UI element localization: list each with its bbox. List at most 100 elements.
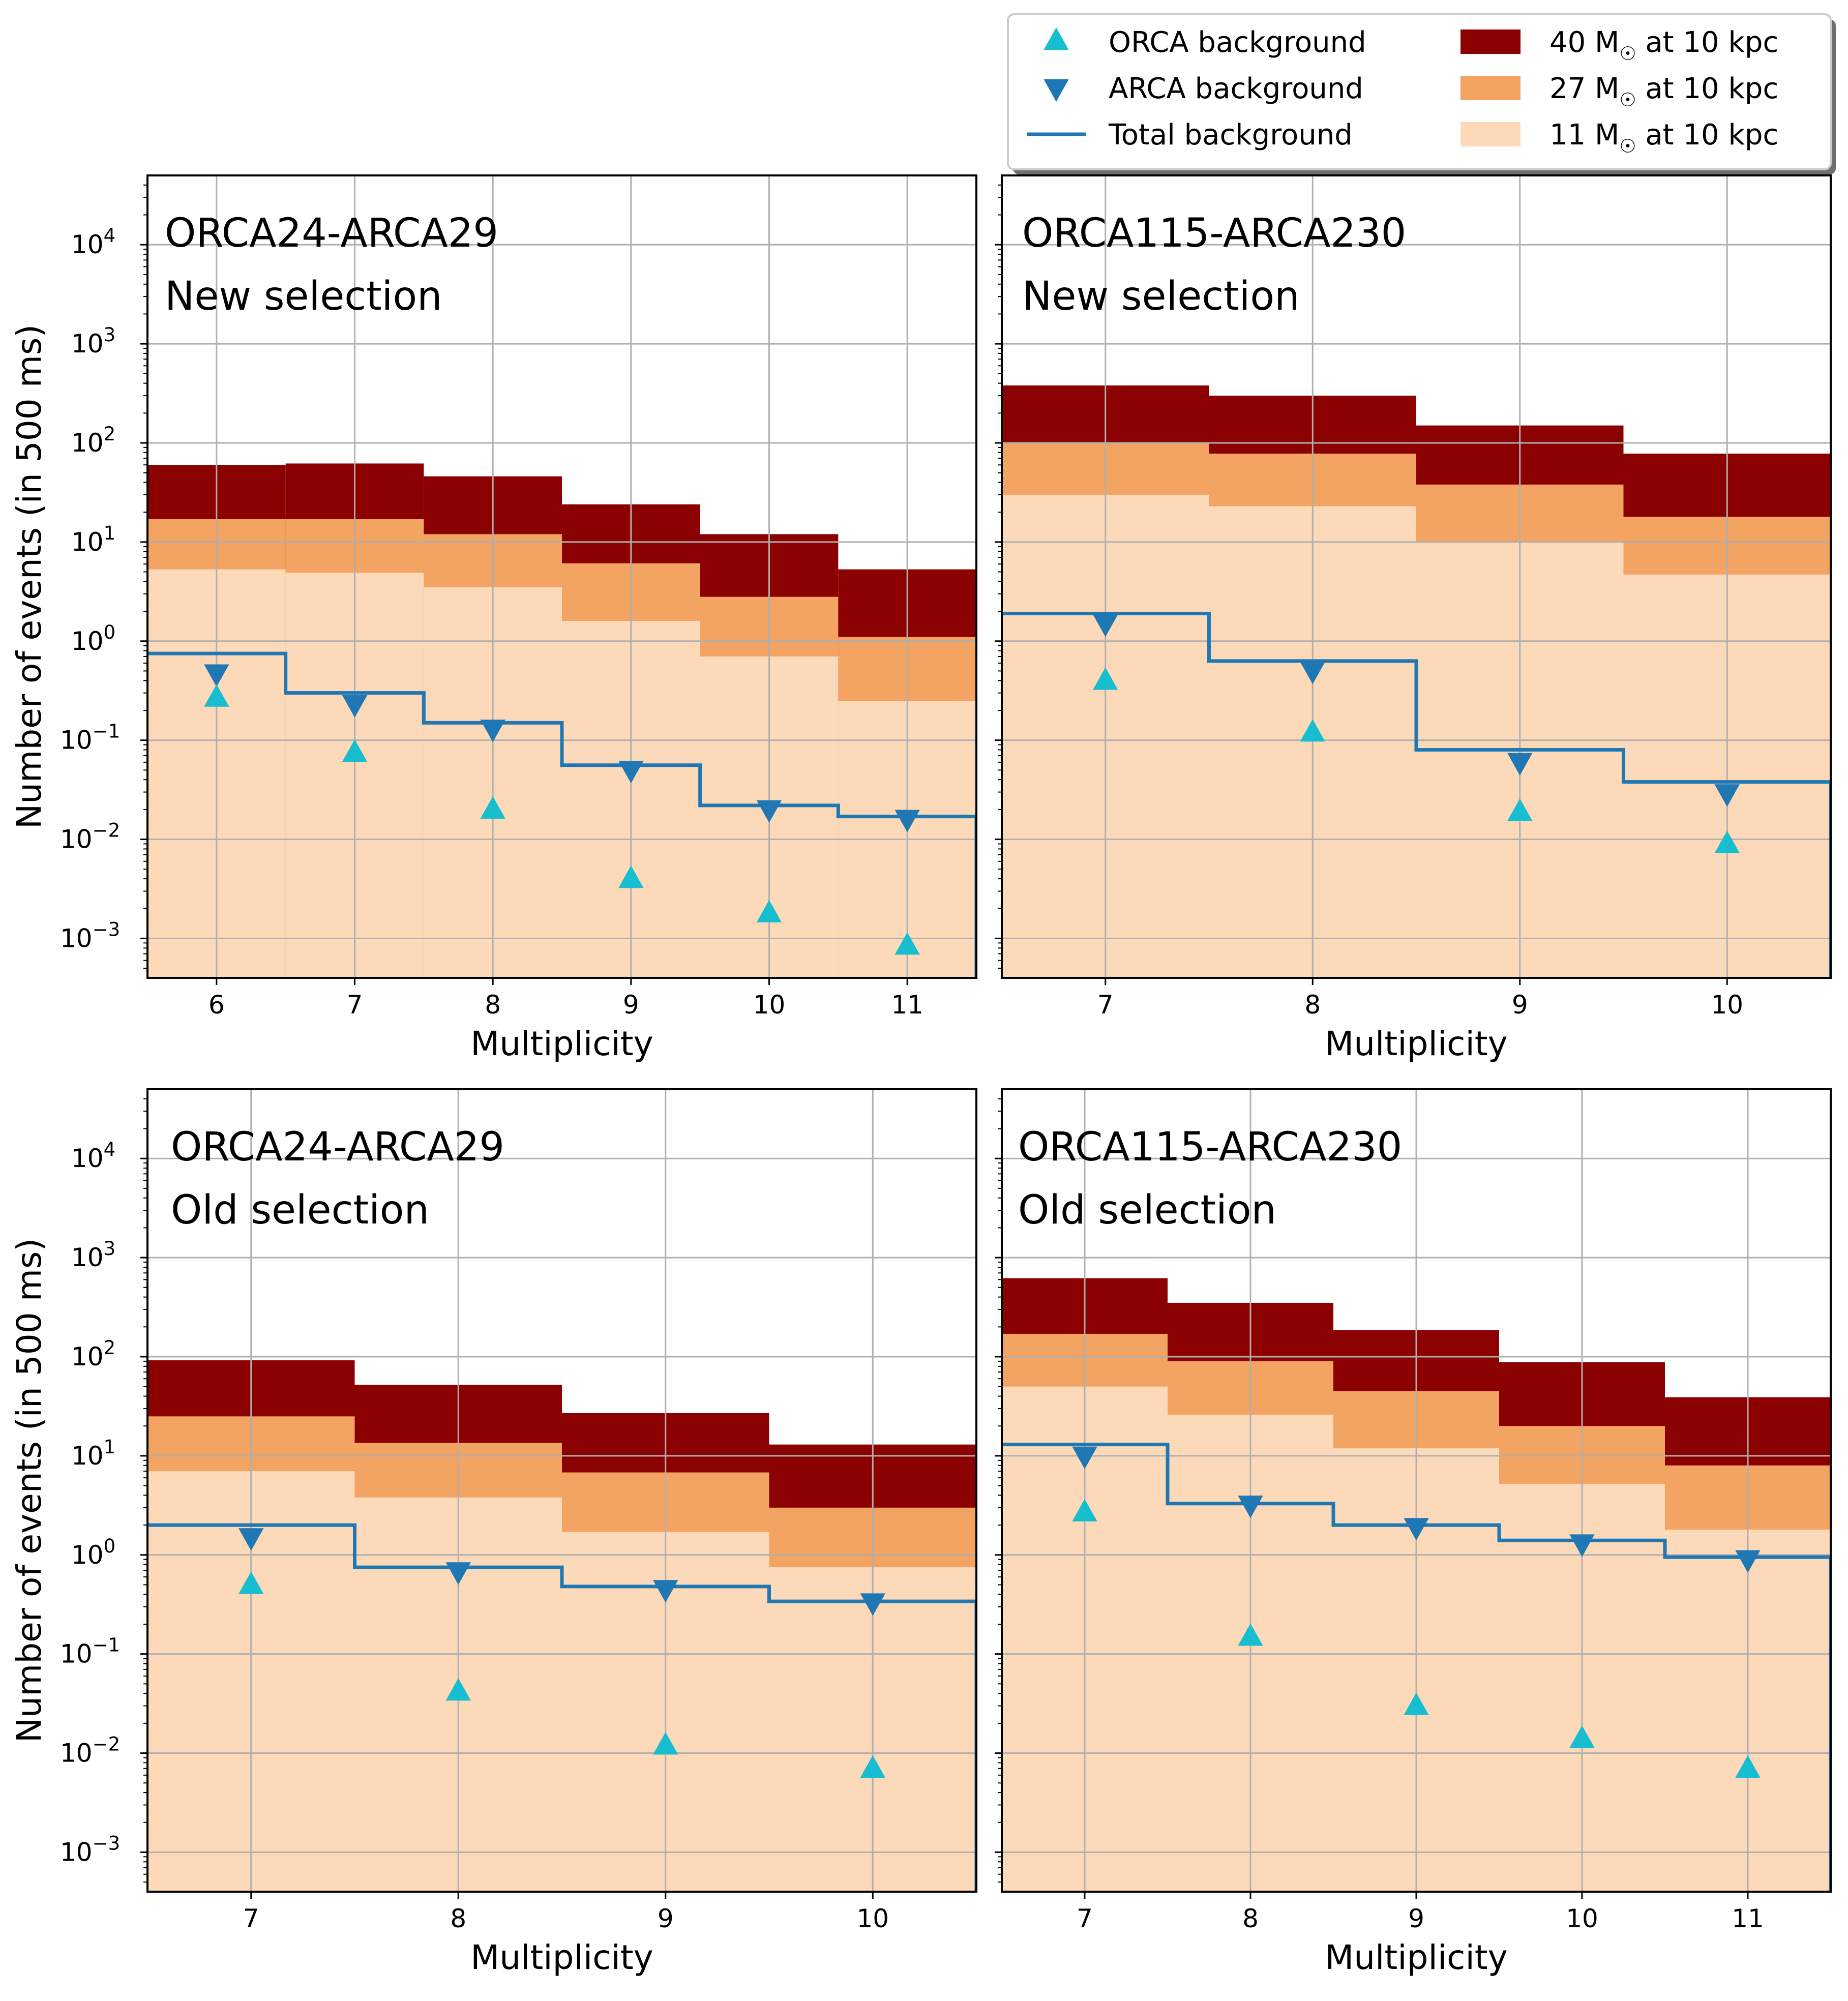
legend-total-label: Total background bbox=[1108, 118, 1353, 152]
arca-background-point bbox=[342, 695, 368, 718]
x-tick-label: 9 bbox=[658, 1904, 674, 1933]
arca-background-point bbox=[480, 720, 505, 742]
y-tick-exponent: 2 bbox=[104, 423, 116, 445]
legend-orca-marker bbox=[1044, 27, 1069, 50]
y-tick-label: 10−1 bbox=[60, 721, 120, 755]
legend-m11-swatch bbox=[1460, 122, 1521, 146]
arca-background-point bbox=[860, 1593, 885, 1616]
legend-orca-label: ORCA background bbox=[1109, 26, 1366, 59]
y-tick-label: 104 bbox=[71, 225, 115, 259]
arca-background-point bbox=[1714, 784, 1740, 807]
arca-background-point bbox=[756, 800, 782, 823]
legend-m27-sun: ☉ bbox=[1619, 89, 1636, 111]
arca-background-point bbox=[895, 810, 920, 832]
legend-box bbox=[1007, 13, 1832, 170]
legend-m11-label: 11 M☉ at 10 kpc bbox=[1549, 118, 1778, 157]
x-tick-label: 7 bbox=[1077, 1904, 1093, 1933]
arca-background-point bbox=[1093, 614, 1118, 637]
y-tick-label: 103 bbox=[71, 324, 115, 359]
x-tick-label: 10 bbox=[753, 990, 786, 1020]
arca-background-point bbox=[1404, 1518, 1429, 1541]
orca-background-point bbox=[756, 900, 782, 922]
legend-m27-label: 27 M☉ at 10 kpc bbox=[1549, 72, 1778, 111]
total-background-line bbox=[147, 1523, 976, 1892]
x-tick-label: 7 bbox=[1097, 990, 1114, 1020]
legend-m40-swatch bbox=[1460, 29, 1521, 54]
arca-background-point bbox=[1735, 1550, 1761, 1573]
y-tick-exponent: −2 bbox=[93, 1734, 121, 1755]
panel-title-line2: New selection bbox=[165, 274, 442, 319]
y-tick-exponent: 1 bbox=[104, 522, 116, 544]
panel-title-line1: ORCA24-ARCA29 bbox=[171, 1124, 504, 1170]
legend-m27-suffix: at 10 kpc bbox=[1636, 72, 1779, 105]
y-tick-exponent: −3 bbox=[93, 1832, 121, 1854]
x-tick-label: 11 bbox=[1732, 1904, 1764, 1933]
x-axis-label: Multiplicity bbox=[1325, 1938, 1507, 1977]
orca-background-point bbox=[1507, 798, 1533, 821]
panel-top-right: 7 8 9 10 Multiplicity ORCA115-ARCA230 New sele… bbox=[995, 174, 1832, 1063]
orca-background-point bbox=[1735, 1755, 1761, 1778]
arca-background-point bbox=[204, 664, 229, 687]
orca-background-point bbox=[1072, 1499, 1097, 1521]
x-tick-label: 10 bbox=[1711, 990, 1743, 1020]
orca-background-point bbox=[1569, 1725, 1595, 1748]
legend: ORCA background ARCA background Total ba… bbox=[1007, 13, 1836, 174]
y-tick-exponent: 1 bbox=[104, 1436, 116, 1458]
panel-title-line2: Old selection bbox=[171, 1187, 429, 1233]
y-tick-exponent: 0 bbox=[104, 1535, 116, 1557]
y-tick-label: 101 bbox=[71, 522, 115, 557]
panel-title-line1: ORCA115-ARCA230 bbox=[1022, 211, 1406, 256]
y-tick-label: 10−3 bbox=[60, 918, 120, 953]
legend-arca-label: ARCA background bbox=[1109, 72, 1363, 105]
panel-bottom-right: 7 8 9 10 11 Multiplicity ORCA115-ARCA230 Old se… bbox=[995, 1088, 1832, 1977]
total-background-line bbox=[1002, 1443, 1831, 1892]
orca-background-point bbox=[895, 932, 920, 955]
x-axis-label: Multiplicity bbox=[470, 1024, 653, 1063]
y-tick-exponent: 4 bbox=[104, 225, 116, 247]
y-tick-label: 102 bbox=[71, 423, 115, 458]
legend-m11-sun: ☉ bbox=[1619, 135, 1636, 157]
x-tick-label: 7 bbox=[347, 990, 363, 1020]
arca-background-point bbox=[1238, 1496, 1263, 1518]
x-tick-label: 6 bbox=[208, 990, 225, 1020]
y-tick-label: 103 bbox=[71, 1238, 115, 1272]
x-tick-label: 9 bbox=[1512, 990, 1528, 1020]
legend-m40-suffix: at 10 kpc bbox=[1636, 26, 1779, 59]
orca-background-point bbox=[342, 739, 368, 762]
y-tick-exponent: 4 bbox=[104, 1139, 116, 1160]
legend-m27-mass: 27 M bbox=[1549, 72, 1619, 105]
y-tick-exponent: 3 bbox=[104, 1238, 116, 1260]
panel-title-line2: New selection bbox=[1022, 274, 1300, 319]
arca-background-point bbox=[1300, 662, 1325, 684]
plot-frame bbox=[146, 1088, 977, 1893]
orca-background-point bbox=[239, 1571, 264, 1594]
x-tick-label: 9 bbox=[623, 990, 639, 1020]
y-tick-label: 102 bbox=[71, 1337, 115, 1371]
x-tick-label: 8 bbox=[485, 990, 501, 1020]
plot-frame bbox=[146, 174, 977, 979]
orca-background-point bbox=[1714, 830, 1740, 853]
arca-background-point bbox=[445, 1562, 471, 1585]
arca-background-point bbox=[653, 1580, 678, 1603]
y-tick-label: 10−3 bbox=[60, 1832, 120, 1867]
legend-m40-mass: 40 M bbox=[1549, 26, 1619, 59]
arca-background-point bbox=[618, 761, 644, 784]
y-tick-label: 100 bbox=[71, 621, 115, 656]
y-tick-label: 10−2 bbox=[60, 1734, 120, 1768]
y-tick-exponent: 2 bbox=[104, 1337, 116, 1359]
legend-m40-label: 40 M☉ at 10 kpc bbox=[1549, 26, 1778, 65]
legend-m11-suffix: at 10 kpc bbox=[1636, 118, 1779, 152]
legend-m40-sun: ☉ bbox=[1619, 43, 1636, 65]
orca-background-point bbox=[445, 1678, 471, 1701]
panel-title-line1: ORCA24-ARCA29 bbox=[165, 211, 498, 256]
legend-m27-swatch bbox=[1460, 76, 1521, 100]
orca-background-point bbox=[480, 796, 505, 819]
orca-background-point bbox=[204, 684, 229, 707]
y-tick-exponent: 3 bbox=[104, 324, 116, 346]
orca-background-point bbox=[653, 1732, 678, 1755]
orca-background-point bbox=[618, 865, 644, 888]
panel-title-line2: Old selection bbox=[1018, 1187, 1276, 1233]
y-tick-exponent: 0 bbox=[104, 621, 116, 643]
